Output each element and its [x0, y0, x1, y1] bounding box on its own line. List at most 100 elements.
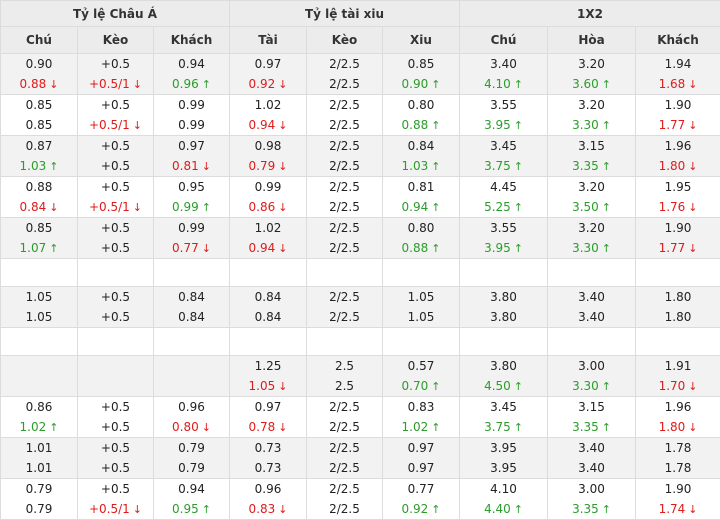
odds-value: 1.03: [402, 159, 429, 173]
current-odds: 1.05: [1, 307, 77, 327]
opening-odds: 0.80: [383, 95, 459, 115]
odds-value: +0.5: [101, 310, 130, 324]
odds-value: 0.84: [408, 139, 435, 153]
opening-odds: 3.95: [460, 438, 547, 458]
odds-value: 1.90: [665, 98, 692, 112]
arrow-up-icon: ↑: [49, 421, 58, 434]
odds-value: 0.87: [26, 139, 53, 153]
current-odds: 0.84: [154, 307, 229, 327]
empty-cell: [307, 328, 383, 356]
current-odds: 1.05↓: [230, 376, 306, 396]
opening-odds: 4.45: [460, 177, 547, 197]
arrow-down-icon: ↓: [202, 421, 211, 434]
odds-value: 0.94: [178, 482, 205, 496]
odds-value: +0.5: [101, 241, 130, 255]
odds-cell: +0.5+0.5: [78, 438, 154, 479]
current-odds: 0.85: [1, 115, 77, 135]
odds-value: 3.00: [578, 482, 605, 496]
opening-odds: 3.80: [460, 356, 547, 376]
odds-value: 4.10: [490, 482, 517, 496]
opening-odds: 2/2.5: [307, 54, 382, 74]
opening-odds: +0.5: [78, 397, 153, 417]
current-odds: 2/2.5: [307, 74, 382, 94]
odds-value: 3.20: [578, 221, 605, 235]
odds-value: 1.94: [665, 57, 692, 71]
empty-cell: [78, 259, 154, 287]
arrow-down-icon: ↓: [688, 503, 697, 516]
arrow-down-icon: ↓: [278, 201, 287, 214]
odds-value: 1.02: [255, 221, 282, 235]
odds-value: 0.99: [178, 118, 205, 132]
odds-value: 3.20: [578, 180, 605, 194]
current-odds: 0.90↑: [383, 74, 459, 94]
arrow-up-icon: ↑: [202, 78, 211, 91]
arrow-up-icon: ↑: [49, 242, 58, 255]
odds-value: 3.15: [578, 139, 605, 153]
opening-odds: 1.94: [636, 54, 720, 74]
opening-odds: 3.45: [460, 397, 547, 417]
opening-odds: 0.84: [154, 287, 229, 307]
current-odds: 0.79↓: [230, 156, 306, 176]
odds-cell: 0.97 0.97: [383, 438, 460, 479]
column-header-over: Tài: [230, 27, 307, 54]
opening-odds: 0.97: [383, 438, 459, 458]
opening-odds: 2/2.5: [307, 218, 382, 238]
empty-cell: [154, 259, 230, 287]
arrow-down-icon: ↓: [278, 421, 287, 434]
current-odds: 0.73: [230, 458, 306, 478]
odds-value: 3.45: [490, 139, 517, 153]
current-odds: 1.77↓: [636, 238, 720, 258]
odds-value: 0.79: [178, 461, 205, 475]
odds-value: 2/2.5: [329, 482, 360, 496]
current-odds: 3.95: [460, 458, 547, 478]
opening-odds: 0.81: [383, 177, 459, 197]
odds-value: 0.81: [408, 180, 435, 194]
odds-value: 3.75: [484, 159, 511, 173]
arrow-up-icon: ↑: [602, 119, 611, 132]
current-odds: +0.5: [78, 417, 153, 437]
current-odds: 0.80↓: [154, 417, 229, 437]
odds-value: 1.78: [665, 441, 692, 455]
odds-value: 1.80: [659, 159, 686, 173]
odds-value: 0.70: [402, 379, 429, 393]
odds-value: 0.97: [408, 461, 435, 475]
current-odds: +0.5/1↓: [78, 197, 153, 217]
opening-odds: 2/2.5: [307, 287, 382, 307]
odds-value: 3.95: [484, 118, 511, 132]
odds-value: 1.90: [665, 482, 692, 496]
current-odds: 2/2.5: [307, 156, 382, 176]
odds-value: 1.80: [659, 420, 686, 434]
current-odds: 3.60↑: [548, 74, 635, 94]
odds-value: +0.5: [101, 221, 130, 235]
odds-value: 3.80: [490, 359, 517, 373]
opening-odds: +0.5: [78, 177, 153, 197]
current-odds: 3.75↑: [460, 156, 547, 176]
opening-odds: 3.40: [460, 54, 547, 74]
odds-value: 0.86: [26, 400, 53, 414]
opening-odds: 3.20: [548, 54, 635, 74]
odds-value: 1.68: [659, 77, 686, 91]
group-header-over-under: Tỷ lệ tài xiu: [230, 1, 460, 27]
opening-odds: 0.84: [230, 287, 306, 307]
opening-odds: 1.25: [230, 356, 306, 376]
current-odds: +0.5/1↓: [78, 74, 153, 94]
opening-odds: 3.15: [548, 397, 635, 417]
arrow-up-icon: ↑: [514, 160, 523, 173]
odds-value: 3.60: [572, 77, 599, 91]
